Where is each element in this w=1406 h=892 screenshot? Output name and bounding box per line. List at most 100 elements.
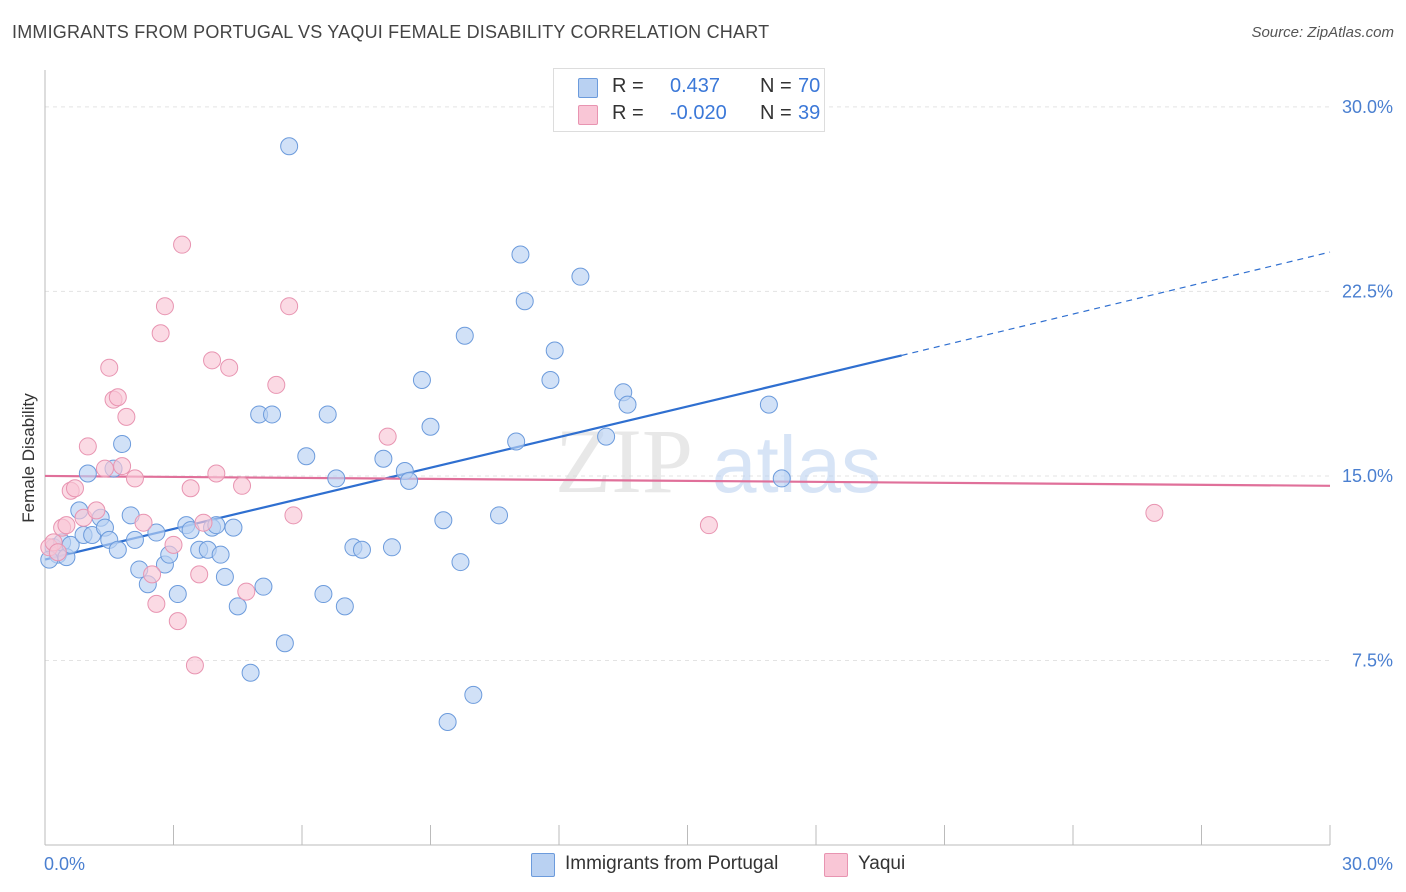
legend-n-value: 39 [798, 102, 821, 124]
blue-data-point [421, 417, 440, 436]
blue-data-point [455, 326, 474, 345]
tick-labels: 7.5% 15.0% 22.5% 30.0% 0.0% 30.0% Female Disab… [19, 97, 1393, 874]
axes [44, 70, 1331, 846]
legend-n-label: N = [760, 75, 792, 97]
blue-data-point [113, 434, 132, 453]
blue-data-point [125, 530, 144, 549]
pink-data-point [48, 543, 67, 562]
source-credit: Source: ZipAtlas.com [1251, 24, 1394, 41]
blue-data-point [297, 447, 316, 466]
pink-data-point [87, 501, 106, 520]
blue-data-point [254, 577, 273, 596]
pink-data-point [233, 476, 252, 495]
blue-data-point [507, 432, 526, 451]
blue-data-point [511, 245, 530, 264]
pink-data-point [185, 656, 204, 675]
blue-trend-extension [901, 251, 1331, 356]
blue-data-point [224, 518, 243, 537]
pink-data-point [237, 582, 256, 601]
y-tick-label: 22.5% [1342, 281, 1393, 301]
pink-data-point [699, 516, 718, 535]
x-tick-label: 0.0% [44, 854, 85, 874]
blue-data-point [78, 464, 97, 483]
pink-data-point [1145, 503, 1164, 522]
blue-data-point [571, 267, 590, 286]
y-axis-title: Female Disability [19, 393, 38, 523]
y-tick-label: 7.5% [1352, 650, 1393, 670]
pink-data-point [78, 437, 97, 456]
blue-data-point [314, 585, 333, 604]
pink-data-point [95, 459, 114, 478]
zipatlas-watermark: ZIP atlas [555, 410, 881, 512]
blue-data-point [490, 506, 509, 525]
blue-data-point [772, 469, 791, 488]
chart-title: IMMIGRANTS FROM PORTUGAL VS YAQUI FEMALE… [12, 22, 770, 42]
legend-r-label: R = [612, 102, 644, 124]
pink-data-point [100, 358, 119, 377]
correlation-legend: R = 0.437 N = 70 R = -0.020 N = 39 [553, 68, 825, 132]
pink-data-point [113, 457, 132, 476]
x-tick-label: 30.0% [1342, 854, 1393, 874]
blue-data-point [759, 395, 778, 414]
bottom-legend-swatch-blue [531, 853, 555, 877]
legend-swatch-blue [578, 78, 598, 98]
pink-data-point [164, 535, 183, 554]
pink-data-point [143, 565, 162, 584]
legend-n-value: 70 [798, 75, 821, 97]
blue-data-point [541, 371, 560, 389]
blue-data-point [280, 137, 299, 156]
watermark-atlas: atlas [712, 420, 881, 509]
watermark-zip: ZIP [555, 410, 693, 512]
pink-data-point [220, 358, 239, 377]
blue-data-point [168, 585, 187, 604]
blue-data-point [327, 469, 346, 488]
bottom-legend-label: Yaqui [858, 853, 906, 874]
pink-data-point [147, 594, 166, 613]
legend-swatch-pink [578, 105, 598, 125]
pink-data-point [181, 479, 200, 498]
pink-data-point [168, 612, 187, 631]
pink-data-point [173, 235, 192, 254]
y-tick-label: 30.0% [1342, 97, 1393, 117]
bottom-legend-label: Immigrants from Portugal [565, 853, 779, 874]
pink-data-point [203, 351, 222, 370]
pink-data-point [117, 407, 136, 426]
pink-data-point [267, 375, 286, 394]
blue-data-point [275, 634, 294, 653]
trend-lines [44, 251, 1331, 561]
data-points [40, 137, 1164, 731]
blue-data-point [400, 471, 419, 490]
pink-trend-line [44, 474, 1331, 487]
pink-data-point [190, 565, 209, 584]
pink-data-point [125, 469, 144, 488]
pink-data-point [378, 427, 397, 446]
pink-data-point [280, 297, 299, 316]
blue-data-point [434, 511, 453, 530]
legend-n-label: N = [760, 102, 792, 124]
blue-data-point [263, 405, 282, 424]
blue-data-point [618, 395, 637, 414]
pink-data-point [108, 388, 127, 407]
bottom-legend-swatch-pink [824, 853, 848, 877]
blue-data-point [412, 371, 431, 389]
pink-data-point [207, 464, 226, 483]
pink-data-point [194, 513, 213, 532]
blue-data-point [147, 523, 166, 542]
blue-data-point [464, 685, 483, 704]
blue-data-point [451, 553, 470, 572]
blue-data-point [318, 405, 337, 424]
y-tick-label: 15.0% [1342, 466, 1393, 486]
blue-data-point [108, 540, 127, 559]
blue-data-point [545, 341, 564, 360]
blue-data-point [438, 712, 457, 731]
legend-r-value: 0.437 [670, 75, 721, 97]
blue-data-point [335, 597, 354, 616]
blue-data-point [211, 545, 230, 564]
legend-r-value: -0.020 [670, 102, 727, 124]
legend-r-label: R = [612, 75, 644, 97]
pink-data-point [284, 506, 303, 525]
pink-data-point [155, 297, 174, 316]
blue-data-point [597, 427, 616, 446]
grid-lines [45, 106, 1330, 661]
